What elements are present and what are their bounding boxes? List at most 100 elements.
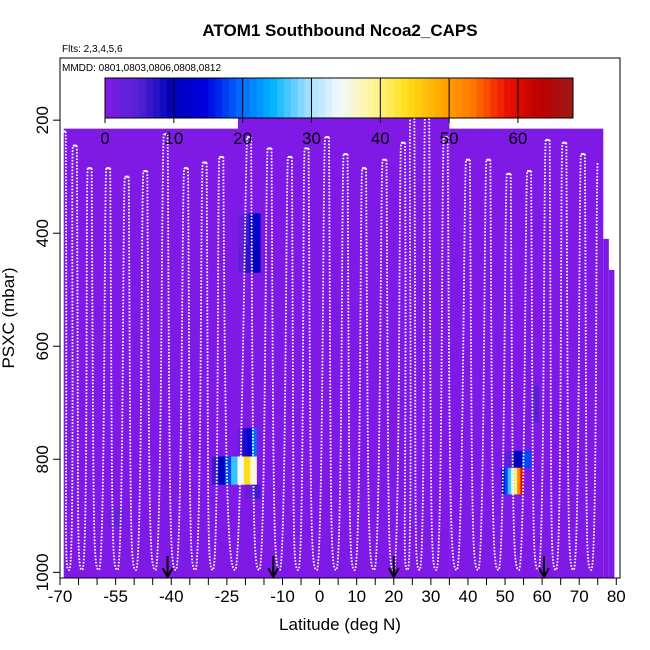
colorbar-segment xyxy=(228,78,237,118)
colorbar-segment xyxy=(153,78,161,118)
x-tick-label: 60 xyxy=(533,587,552,606)
colorbar-segment xyxy=(483,78,491,118)
colorbar-segment xyxy=(511,78,519,118)
colorbar-segment xyxy=(139,78,147,118)
flight-profile xyxy=(146,134,165,571)
x-tick-label: 80 xyxy=(607,587,626,606)
colorbar-segment xyxy=(111,78,120,118)
heatmap-cell xyxy=(251,428,257,457)
flight-profiles xyxy=(61,107,599,571)
colorbar-segment xyxy=(538,78,546,118)
colorbar-segment xyxy=(339,78,347,118)
y-tick-label: 800 xyxy=(33,445,52,473)
heatmap-cell xyxy=(520,467,524,495)
flight-profile xyxy=(469,159,488,571)
colorbar-segment xyxy=(160,78,168,118)
flight-markers xyxy=(161,556,550,580)
colorbar-segment xyxy=(456,78,464,118)
colorbar-segment xyxy=(118,78,127,118)
flight-profile xyxy=(428,108,445,571)
colorbar-segment xyxy=(208,78,216,118)
coverage-block xyxy=(608,269,615,578)
colorbar-tick-label: 60 xyxy=(508,129,527,148)
flight-profile xyxy=(446,137,467,571)
colorbar-segment xyxy=(222,78,230,118)
colorbar-tick-label: 0 xyxy=(100,129,109,148)
colorbar-segment xyxy=(215,78,223,118)
y-axis-label: PSXC (mbar) xyxy=(0,267,18,368)
colorbar-segment xyxy=(414,78,423,118)
heatmap-cell xyxy=(505,450,514,468)
chart-title: ATOM1 Southbound Ncoa2_CAPS xyxy=(202,21,477,40)
colorbar-segment xyxy=(545,78,553,118)
flight-profile xyxy=(346,154,364,571)
colorbar-segment xyxy=(421,78,429,118)
colorbar-segment xyxy=(517,78,526,118)
colorbar-segment xyxy=(400,78,409,118)
x-tick-label: 70 xyxy=(570,587,589,606)
colorbar-segment xyxy=(552,78,560,118)
heatmap-cell xyxy=(510,467,515,495)
heatmap-cell xyxy=(212,456,219,485)
flight-profile xyxy=(328,137,345,571)
heatmap-cell xyxy=(530,385,536,423)
y-tick-label: 400 xyxy=(33,219,52,247)
colorbar-segment xyxy=(180,78,189,118)
flight-profile xyxy=(548,139,564,571)
colorbar-segment xyxy=(304,78,312,118)
x-tick-label: 0 xyxy=(315,587,324,606)
flight-profile xyxy=(166,134,185,571)
colorbar-segment xyxy=(449,78,457,118)
colorbar-segment xyxy=(283,78,292,118)
flight-profile xyxy=(385,142,402,571)
colorbar-segment xyxy=(531,78,540,118)
colorbar-segment xyxy=(270,78,278,118)
y-tick-label: 600 xyxy=(33,332,52,360)
heatmap-cell xyxy=(249,213,256,245)
colorbar-tick-label: 50 xyxy=(440,129,459,148)
x-tick-label: 10 xyxy=(347,587,366,606)
heatmap-cell xyxy=(243,213,250,245)
flight-profile xyxy=(127,170,145,571)
y-tick-label: 1000 xyxy=(33,553,52,591)
x-tick-label: 40 xyxy=(458,587,477,606)
colorbar-segment xyxy=(559,78,567,118)
heatmap-cell xyxy=(247,428,253,457)
colorbar-segment xyxy=(524,78,533,118)
x-axis-label: Latitude (deg N) xyxy=(279,615,401,634)
flight-profile xyxy=(109,168,126,571)
colorbar-segment xyxy=(249,78,257,118)
colorbar-segment xyxy=(132,78,140,118)
colorbar-segment xyxy=(352,78,361,118)
colorbar-segment xyxy=(187,78,195,118)
colorbar-segment xyxy=(380,78,388,118)
y-tick-label: 200 xyxy=(33,106,52,134)
coverage-block xyxy=(603,238,609,578)
marker-arrow-head xyxy=(161,567,174,580)
flight-profile xyxy=(509,170,529,571)
colorbar-segment xyxy=(462,78,471,118)
colorbar-segment xyxy=(435,78,443,118)
x-tick-label: -70 xyxy=(48,587,73,606)
x-tick-label: -10 xyxy=(270,587,295,606)
flight-profile xyxy=(270,148,289,571)
heatmap-cell xyxy=(534,385,539,423)
colorbar-segment xyxy=(235,78,244,118)
colorbar-segment xyxy=(497,78,505,118)
x-tick-label: 20 xyxy=(384,587,403,606)
colorbar-segment xyxy=(394,78,402,118)
heatmap-cell xyxy=(238,213,244,245)
colorbar-segment xyxy=(442,78,450,118)
flight-profile xyxy=(64,131,74,571)
colorbar-segment xyxy=(359,78,368,118)
x-tick-label: -40 xyxy=(159,587,184,606)
marker-arrow-head xyxy=(267,567,280,580)
marker-arrow-head xyxy=(387,567,400,580)
colorbar-segment xyxy=(428,78,436,118)
marker-arrow-head xyxy=(538,567,550,580)
flight-profile xyxy=(530,139,547,571)
x-tick-label: 50 xyxy=(496,587,515,606)
y-axis: 200 400 600 800 1000 xyxy=(33,106,60,591)
colorbar-segment xyxy=(345,78,354,118)
